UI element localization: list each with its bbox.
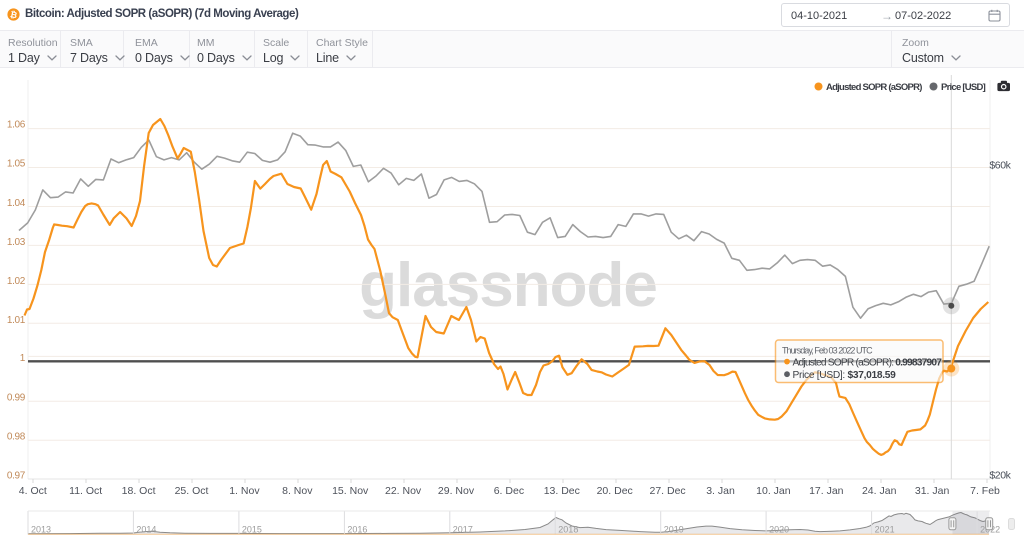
svg-text:4. Oct: 4. Oct bbox=[19, 485, 47, 497]
svg-text:8. Nov: 8. Nov bbox=[282, 485, 313, 497]
svg-text:2014: 2014 bbox=[136, 525, 156, 535]
svg-text:7. Feb: 7. Feb bbox=[970, 485, 1000, 497]
svg-text:0.98: 0.98 bbox=[7, 432, 26, 443]
svg-text:24. Jan: 24. Jan bbox=[862, 485, 897, 497]
svg-text:2019: 2019 bbox=[664, 525, 684, 535]
svg-text:17. Jan: 17. Jan bbox=[809, 485, 844, 497]
svg-text:31. Jan: 31. Jan bbox=[915, 485, 950, 497]
svg-text:Thursday, Feb 03 2022 UTC: Thursday, Feb 03 2022 UTC bbox=[782, 346, 873, 356]
svg-text:3. Jan: 3. Jan bbox=[706, 485, 735, 497]
svg-text:Adjusted SOPR (aSOPR): 0.99837: Adjusted SOPR (aSOPR): 0.99837907 bbox=[793, 357, 943, 368]
svg-text:2013: 2013 bbox=[31, 525, 51, 535]
svg-text:2018: 2018 bbox=[558, 525, 578, 535]
svg-text:15. Nov: 15. Nov bbox=[332, 485, 369, 497]
svg-text:1.03: 1.03 bbox=[7, 237, 26, 248]
svg-text:1.04: 1.04 bbox=[7, 198, 26, 209]
svg-text:6. Dec: 6. Dec bbox=[494, 485, 524, 497]
svg-text:glassnode: glassnode bbox=[359, 251, 657, 320]
svg-text:0.97: 0.97 bbox=[7, 471, 26, 482]
svg-text:0.99: 0.99 bbox=[7, 393, 26, 404]
svg-text:2017: 2017 bbox=[453, 525, 473, 535]
svg-text:$60k: $60k bbox=[989, 160, 1011, 172]
svg-text:2021: 2021 bbox=[875, 525, 895, 535]
svg-text:1.01: 1.01 bbox=[7, 315, 26, 326]
svg-text:2016: 2016 bbox=[347, 525, 367, 535]
svg-text:25. Oct: 25. Oct bbox=[175, 485, 209, 497]
svg-text:22. Nov: 22. Nov bbox=[385, 485, 422, 497]
svg-text:10. Jan: 10. Jan bbox=[756, 485, 791, 497]
svg-text:Price [USD]: $37,018.59: Price [USD]: $37,018.59 bbox=[793, 370, 897, 381]
svg-text:2020: 2020 bbox=[769, 525, 789, 535]
svg-text:$20k: $20k bbox=[989, 470, 1011, 482]
svg-text:1: 1 bbox=[20, 353, 26, 364]
svg-text:20. Dec: 20. Dec bbox=[597, 485, 633, 497]
svg-text:1.02: 1.02 bbox=[7, 276, 26, 287]
svg-text:18. Oct: 18. Oct bbox=[122, 485, 156, 497]
svg-text:1. Nov: 1. Nov bbox=[229, 485, 260, 497]
svg-text:27. Dec: 27. Dec bbox=[650, 485, 686, 497]
svg-text:1.06: 1.06 bbox=[7, 120, 26, 131]
svg-text:Adjusted SOPR (aSOPR): Adjusted SOPR (aSOPR) bbox=[826, 82, 922, 93]
svg-text:29. Nov: 29. Nov bbox=[438, 485, 475, 497]
svg-text:2015: 2015 bbox=[242, 525, 262, 535]
svg-text:₿: ₿ bbox=[9, 9, 18, 20]
svg-text:1.05: 1.05 bbox=[7, 159, 26, 170]
svg-text:13. Dec: 13. Dec bbox=[544, 485, 580, 497]
svg-text:11. Oct: 11. Oct bbox=[69, 485, 102, 497]
svg-text:Price [USD]: Price [USD] bbox=[941, 82, 986, 93]
